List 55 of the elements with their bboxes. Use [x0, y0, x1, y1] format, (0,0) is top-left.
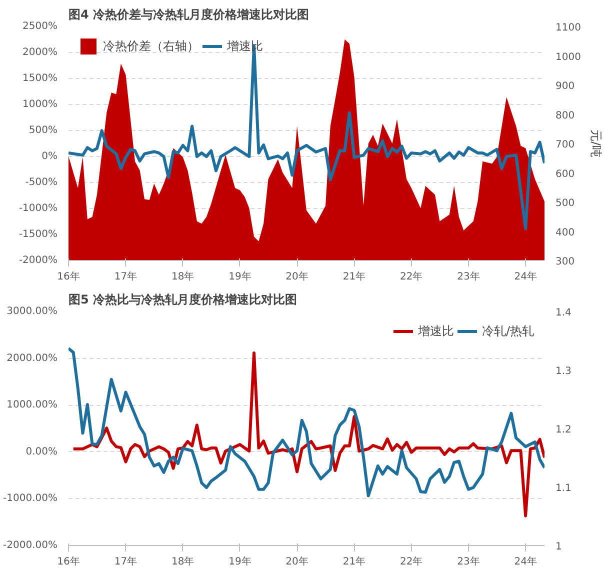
y2-tick-label: 900 [556, 81, 575, 92]
y-tick-label: 1500% [22, 73, 58, 84]
y2-tick-label: 1000 [556, 52, 581, 63]
x-tick-label: 18年 [171, 556, 194, 568]
y-tick-label: 0% [42, 151, 58, 162]
legend-label: 冷热价差（右轴） [103, 38, 199, 54]
y2-tick-label: 600 [556, 168, 575, 180]
x-tick-label: 19年 [228, 270, 252, 282]
x-tick-label: 18年 [171, 270, 194, 282]
x-tick-label: 16年 [57, 270, 80, 282]
y-tick-label: -500% [25, 177, 58, 188]
y-tick-label: 2500% [22, 21, 58, 32]
x-tick-label: 23年 [457, 270, 480, 282]
chart-title: 图4 冷热价差与冷热轧月度价格增速比对比图 [68, 8, 310, 22]
x-tick-label: 21年 [342, 556, 366, 568]
y-tick-label: -1000.00% [3, 493, 58, 504]
y2-tick-label: 500 [556, 198, 575, 209]
legend-label: 增速比 [418, 322, 454, 340]
y2-tick-label: 1 [556, 542, 562, 552]
legend-label: 冷轧/热轧 [482, 322, 534, 340]
y2-tick-label: 1.3 [556, 366, 572, 377]
y2-tick-label: 1100 [556, 22, 581, 34]
chart-title: 图5 冷热比与冷热轧月度价格增速比对比图 [68, 292, 298, 306]
y-tick-label: 3000.00% [6, 306, 58, 317]
x-tick-label: 19年 [228, 556, 252, 568]
x-tick-label: 24年 [514, 270, 537, 282]
y2-tick-label: 400 [556, 227, 575, 238]
x-tick-label: 22年 [400, 556, 423, 568]
y-tick-label: 0.00% [26, 446, 58, 458]
y-tick-label: -1500% [18, 229, 58, 240]
x-tick-label: 24年 [514, 556, 537, 568]
x-tick-label: 21年 [342, 270, 366, 282]
y-tick-label: 2000% [22, 47, 58, 58]
y2-tick-label: 1.2 [556, 424, 572, 436]
x-tick-label: 16年 [57, 556, 80, 568]
y-tick-label: 1000.00% [6, 400, 58, 411]
x-tick-label: 17年 [114, 270, 138, 282]
y2-tick-label: 1.1 [556, 483, 572, 494]
y-tick-label: -2000% [18, 255, 58, 266]
x-tick-label: 22年 [400, 270, 423, 282]
x-tick-label: 17年 [114, 556, 138, 568]
y2-tick-label: 1.4 [556, 308, 572, 318]
y2-tick-label: 800 [556, 110, 575, 122]
y-tick-label: 2000.00% [6, 352, 58, 364]
x-tick-label: 20年 [286, 270, 308, 282]
y2-tick-label: 700 [556, 140, 575, 150]
x-tick-label: 20年 [286, 556, 308, 568]
y-tick-label: -2000.00% [3, 540, 58, 551]
y-tick-label: 500% [28, 125, 58, 136]
y2-axis-title: 元/吨 [588, 129, 603, 158]
x-tick-label: 23年 [457, 556, 480, 568]
y2-tick-label: 300 [556, 256, 575, 268]
y-tick-label: -1000% [18, 203, 58, 214]
y-tick-label: 1000% [22, 99, 58, 110]
legend-label: 增速比 [227, 38, 263, 54]
